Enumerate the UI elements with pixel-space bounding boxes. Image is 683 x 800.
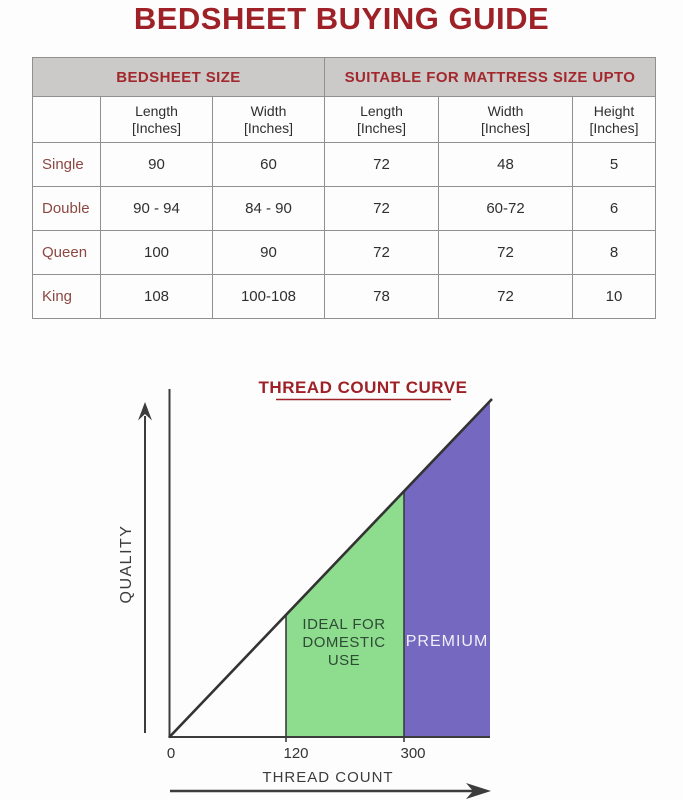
table-cell: 8: [572, 230, 656, 275]
row-label: Queen: [32, 230, 101, 275]
x-axis-label: THREAD COUNT: [262, 769, 393, 786]
page-title: BEDSHEET BUYING GUIDE: [133, 1, 550, 36]
row-double: Double 90 - 94 84 - 90 72 60-72 6: [32, 186, 656, 231]
domestic-use-region: [286, 491, 404, 737]
table-cell: 72: [324, 142, 439, 187]
subheader-empty: [32, 96, 101, 143]
table-cell: 90 - 94: [100, 186, 213, 231]
group-header-mattress-size: SUITABLE FOR MATTRESS SIZE UPTO: [324, 57, 656, 97]
table-cell: 72: [324, 186, 439, 231]
subheader-mattress-length: Length [Inches]: [324, 96, 439, 143]
subheader-bedsheet-width: Width [Inches]: [212, 96, 325, 143]
table-cell: 108: [100, 274, 213, 319]
group-header-bedsheet-size: BEDSHEET SIZE: [32, 57, 325, 97]
chart-title: THREAD COUNT CURVE: [259, 378, 468, 397]
table-cell: 5: [572, 142, 656, 187]
premium-region: [404, 401, 490, 737]
row-single: Single 90 60 72 48 5: [32, 142, 656, 187]
domestic-region-label-line3: USE: [328, 652, 360, 669]
table-cell: 60-72: [438, 186, 573, 231]
thread-count-chart: THREAD COUNT CURVE 0 120 300 QUALITY: [0, 370, 683, 800]
table-cell: 60: [212, 142, 325, 187]
table-cell: 84 - 90: [212, 186, 325, 231]
size-table: BEDSHEET SIZE SUITABLE FOR MATTRESS SIZE…: [32, 57, 656, 319]
table-cell: 72: [438, 230, 573, 275]
premium-region-label: PREMIUM: [406, 633, 489, 650]
tick-label-120: 120: [283, 745, 308, 762]
table-cell: 90: [100, 142, 213, 187]
table-cell: 72: [438, 274, 573, 319]
table-cell: 78: [324, 274, 439, 319]
quality-curve-line: [168, 398, 493, 739]
table-cell: 6: [572, 186, 656, 231]
table-group-header-row: BEDSHEET SIZE SUITABLE FOR MATTRESS SIZE…: [32, 57, 656, 97]
row-label: Double: [32, 186, 101, 231]
tick-label-0: 0: [167, 745, 175, 762]
domestic-region-label-line2: DOMESTIC: [302, 634, 385, 651]
tick-label-300: 300: [400, 745, 425, 762]
table-cell: 72: [324, 230, 439, 275]
table-cell: 48: [438, 142, 573, 187]
subheader-mattress-height: Height [Inches]: [572, 96, 656, 143]
row-king: King 108 100-108 78 72 10: [32, 274, 656, 319]
table-cell: 90: [212, 230, 325, 275]
table-cell: 10: [572, 274, 656, 319]
table-cell: 100-108: [212, 274, 325, 319]
right-arrow-icon: [466, 783, 491, 799]
table-subheader-row: Length [Inches] Width [Inches] Length [I…: [32, 96, 656, 143]
row-label: King: [32, 274, 101, 319]
subheader-bedsheet-length: Length [Inches]: [100, 96, 213, 143]
y-axis-label: QUALITY: [118, 525, 135, 604]
subheader-mattress-width: Width [Inches]: [438, 96, 573, 143]
up-arrow-icon: [138, 402, 152, 421]
domestic-region-label-line1: IDEAL FOR: [302, 616, 385, 633]
row-queen: Queen 100 90 72 72 8: [32, 230, 656, 275]
row-label: Single: [32, 142, 101, 187]
table-cell: 100: [100, 230, 213, 275]
